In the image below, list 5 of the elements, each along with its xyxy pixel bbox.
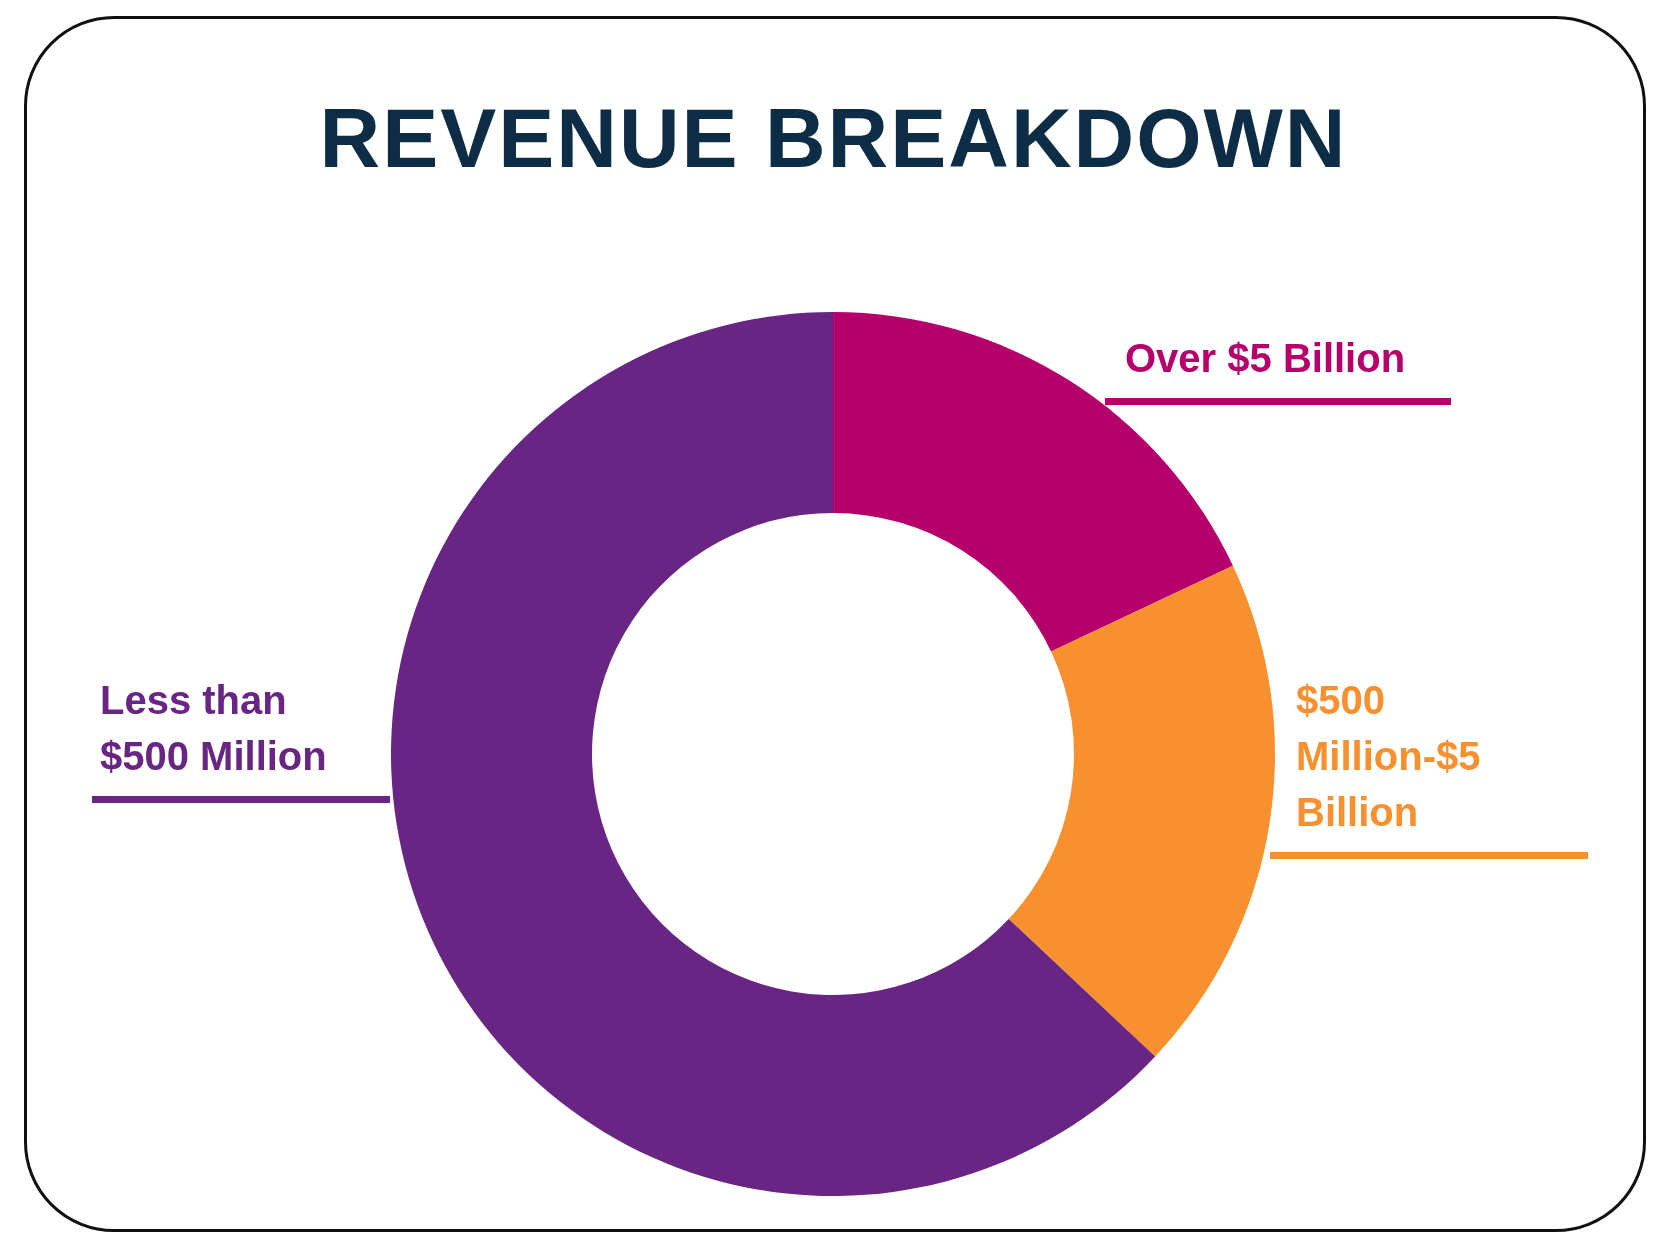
donut-slice — [1008, 565, 1275, 1057]
slice-label: $500 Million-$5 Billion — [1295, 677, 1482, 836]
chart-title: REVENUE BREAKDOWN — [318, 90, 1349, 187]
slice-label: Over $5 Billion — [1124, 335, 1407, 382]
slice-label: Less than $500 Million — [99, 677, 328, 780]
